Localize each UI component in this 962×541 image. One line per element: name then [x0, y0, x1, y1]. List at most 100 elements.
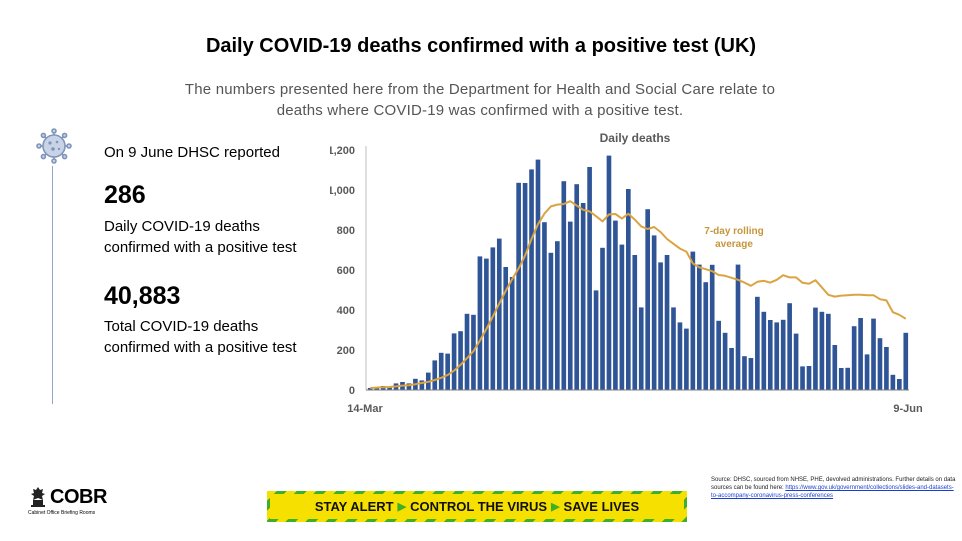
bar	[406, 383, 412, 390]
virus-icon	[36, 128, 72, 164]
bar	[871, 318, 876, 390]
bar	[903, 332, 909, 390]
total-desc-line-1: Total COVID-19 deaths	[104, 318, 259, 335]
y-tick-label: 1,000	[330, 185, 355, 197]
bar	[677, 322, 683, 390]
daily-desc-line-1: Daily COVID-19 deaths	[104, 218, 260, 235]
total-deaths-description: Total COVID-19 deaths confirmed with a p…	[104, 316, 334, 358]
bar	[684, 328, 689, 390]
cobr-wordmark: COBR	[50, 486, 107, 508]
bar	[703, 282, 709, 390]
bar	[645, 209, 651, 390]
bar	[819, 311, 825, 390]
total-deaths-value: 40,883	[104, 282, 181, 310]
daily-desc-line-2: confirmed with a positive test	[104, 239, 297, 256]
banner-text: STAY ALERT ▶ CONTROL THE VIRUS ▶ SAVE LI…	[270, 494, 684, 519]
bar	[529, 169, 534, 390]
page-subtitle: The numbers presented here from the Depa…	[140, 79, 820, 121]
bar	[826, 313, 831, 390]
y-tick-label: 400	[337, 305, 355, 317]
bar	[496, 238, 502, 390]
bar	[761, 311, 767, 390]
bar	[606, 155, 612, 390]
crest-icon	[31, 487, 45, 507]
bar	[864, 354, 870, 390]
y-tick-label: 200	[337, 345, 355, 357]
bar	[477, 256, 483, 390]
bar	[593, 290, 599, 390]
bar	[419, 380, 425, 390]
bar	[742, 356, 747, 390]
bar	[787, 303, 792, 390]
bar	[484, 258, 489, 390]
bar	[503, 267, 509, 390]
y-tick-label: 800	[337, 225, 355, 237]
bar	[458, 331, 463, 390]
bar	[793, 333, 799, 390]
banner-stay-alert: STAY ALERT	[314, 499, 394, 514]
total-desc-line-2: confirmed with a positive test	[104, 339, 297, 356]
bar	[767, 320, 773, 390]
bar	[845, 367, 851, 390]
bar	[542, 222, 547, 390]
daily-deaths-description: Daily COVID-19 deaths confirmed with a p…	[104, 216, 334, 258]
bar	[890, 374, 896, 390]
subtitle-line-2: deaths where COVID-19 was confirmed with…	[276, 102, 684, 119]
subtitle-line-1: The numbers presented here from the Depa…	[184, 81, 776, 98]
bar	[516, 182, 521, 390]
source-note: Source: DHSC, sourced from NHSE, PHE, de…	[711, 476, 959, 500]
arrow-right-icon: ▶	[551, 501, 560, 513]
bar	[445, 353, 450, 390]
bar	[619, 244, 625, 390]
bar	[897, 379, 902, 390]
bar	[387, 386, 392, 390]
bar	[748, 358, 754, 390]
bar	[367, 388, 373, 390]
bar	[800, 366, 805, 390]
bar	[813, 307, 818, 390]
bar	[451, 333, 457, 390]
bar	[600, 247, 605, 390]
bar	[838, 368, 844, 390]
bar	[755, 296, 760, 390]
divider-line	[52, 166, 53, 404]
bar	[574, 184, 580, 390]
bar	[729, 348, 734, 390]
bar	[438, 352, 444, 390]
bar	[780, 319, 786, 390]
bar	[613, 220, 618, 390]
bar	[735, 264, 741, 390]
bar	[464, 313, 470, 390]
bar	[638, 307, 644, 390]
bar	[522, 183, 528, 390]
bar	[658, 262, 663, 390]
x-end-label: 9-Jun	[893, 403, 923, 415]
bar	[548, 252, 554, 390]
bar	[709, 264, 715, 390]
reported-label: On 9 June DHSC reported	[104, 144, 280, 161]
bar	[561, 181, 567, 390]
y-tick-label: 1,200	[330, 145, 355, 157]
stay-alert-banner: STAY ALERT ▶ CONTROL THE VIRUS ▶ SAVE LI…	[267, 491, 687, 522]
bar	[535, 159, 541, 390]
bar	[587, 167, 592, 390]
cobr-subtitle: Cabinet Office Briefing Rooms	[28, 510, 96, 516]
rolling-average-line	[370, 200, 907, 389]
y-tick-label: 600	[337, 265, 355, 277]
bar	[877, 338, 883, 390]
bar	[722, 332, 728, 390]
banner-save-lives: SAVE LIVES	[563, 499, 640, 514]
bar	[774, 322, 780, 390]
source-link[interactable]: https://www.gov.uk/government/collection…	[711, 485, 954, 499]
bar	[851, 326, 857, 390]
bar	[690, 251, 696, 390]
bar	[432, 360, 438, 390]
bar	[555, 241, 560, 390]
banner-control-virus: CONTROL THE VIRUS	[410, 499, 548, 514]
bar	[696, 264, 702, 390]
bar	[651, 235, 657, 390]
bar	[806, 366, 812, 390]
bar	[884, 347, 889, 390]
bar	[509, 277, 515, 390]
page-title: Daily COVID-19 deaths confirmed with a p…	[205, 35, 757, 57]
